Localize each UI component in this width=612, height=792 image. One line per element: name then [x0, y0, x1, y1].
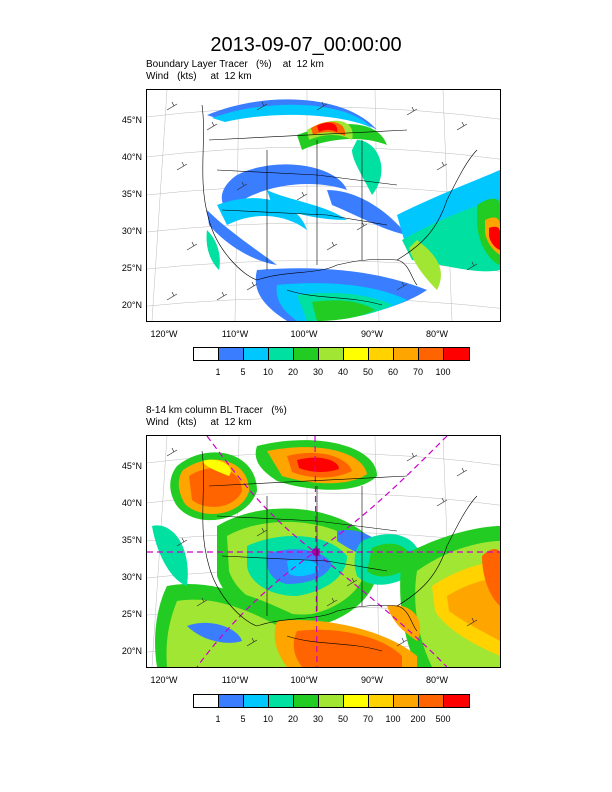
panel2-lon-label: 90°W: [360, 675, 384, 685]
colorbar-swatch: [269, 695, 294, 707]
panel1-lon-label: 110°W: [221, 329, 249, 339]
panel1-map: [146, 89, 501, 322]
colorbar-swatch: [219, 348, 244, 360]
colorbar-swatch: [294, 695, 319, 707]
colorbar-swatch: [369, 695, 394, 707]
panel2-tracer-field: [152, 440, 500, 667]
colorbar-swatch: [394, 695, 419, 707]
colorbar-swatch: [319, 695, 344, 707]
colorbar-swatch: [319, 348, 344, 360]
panel2-wind-barbs: [166, 447, 478, 647]
colorbar-swatch: [344, 695, 369, 707]
colorbar-label: 10: [262, 714, 273, 724]
colorbar-swatch: [444, 348, 469, 360]
colorbar-label: 5: [240, 367, 246, 377]
colorbar-swatch: [244, 348, 269, 360]
colorbar-label: 50: [337, 714, 348, 724]
plot-title: 2013-09-07_00:00:00: [210, 34, 402, 56]
colorbar-label: 100: [435, 367, 451, 377]
colorbar-label: 1: [215, 367, 221, 377]
panel1-lon-label: 80°W: [425, 329, 449, 339]
panel1-lat-label: 30°N: [121, 226, 142, 236]
colorbar-label: 30: [312, 714, 323, 724]
panel2-lat-label: 30°N: [121, 572, 142, 582]
panel2-center-marker: [312, 548, 320, 556]
panel1-lat-label: 35°N: [121, 189, 142, 199]
colorbar-swatch: [294, 348, 319, 360]
panel2-lat-label: 25°N: [121, 609, 142, 619]
panel1-lon-label: 120°W: [150, 329, 178, 339]
panel2-lon-label: 80°W: [425, 675, 449, 685]
panel1-wind-barbs: [166, 101, 478, 301]
colorbar-swatch: [344, 348, 369, 360]
colorbar-label: 20: [287, 367, 298, 377]
colorbar-label: 10: [262, 367, 273, 377]
colorbar-swatch: [244, 695, 269, 707]
panel1-lat-label: 45°N: [121, 115, 142, 125]
colorbar-label: 200: [410, 714, 426, 724]
colorbar-swatch: [219, 695, 244, 707]
colorbar-swatch: [369, 348, 394, 360]
panel2-map: [146, 435, 501, 668]
panel2-lon-label: 110°W: [221, 675, 249, 685]
colorbar-label: 100: [385, 714, 401, 724]
colorbar-swatch: [394, 348, 419, 360]
panel2-lat-label: 45°N: [121, 461, 142, 471]
panel2-colorbar: [193, 694, 470, 708]
panel1-lat-label: 20°N: [121, 300, 142, 310]
colorbar-swatch: [269, 348, 294, 360]
panel2-subtitle-2: Wind (kts) at 12 km: [146, 417, 252, 428]
colorbar-label: 30: [312, 367, 323, 377]
panel1-tracer-field: [206, 99, 500, 321]
panel1-lon-label: 90°W: [360, 329, 384, 339]
panel1-colorbar: [193, 347, 470, 361]
colorbar-label: 40: [337, 367, 348, 377]
colorbar-label: 1: [215, 714, 221, 724]
panel2-lat-label: 35°N: [121, 535, 142, 545]
panel2-subtitle-1: 8-14 km column BL Tracer (%): [146, 405, 287, 416]
colorbar-label: 70: [412, 367, 423, 377]
colorbar-swatch: [194, 695, 219, 707]
colorbar-swatch: [419, 348, 444, 360]
panel2-lat-label: 40°N: [121, 498, 142, 508]
panel2-boundaries: [201, 450, 478, 652]
colorbar-label: 500: [435, 714, 451, 724]
panel1-lat-label: 40°N: [121, 152, 142, 162]
colorbar-label: 60: [387, 367, 398, 377]
colorbar-label: 50: [362, 367, 373, 377]
colorbar-swatch: [444, 695, 469, 707]
colorbar-swatch: [419, 695, 444, 707]
panel1-subtitle-1: Boundary Layer Tracer (%) at 12 km: [146, 59, 324, 70]
colorbar-swatch: [194, 348, 219, 360]
panel1-boundaries: [201, 104, 478, 306]
panel1-lat-label: 25°N: [121, 263, 142, 273]
panel2-lat-label: 20°N: [121, 646, 142, 656]
colorbar-label: 70: [362, 714, 373, 724]
panel2-lon-label: 100°W: [290, 675, 318, 685]
panel1-subtitle-2: Wind (kts) at 12 km: [146, 71, 252, 82]
colorbar-label: 5: [240, 714, 246, 724]
panel1-lon-label: 100°W: [290, 329, 318, 339]
panel2-lon-label: 120°W: [150, 675, 178, 685]
colorbar-label: 20: [287, 714, 298, 724]
